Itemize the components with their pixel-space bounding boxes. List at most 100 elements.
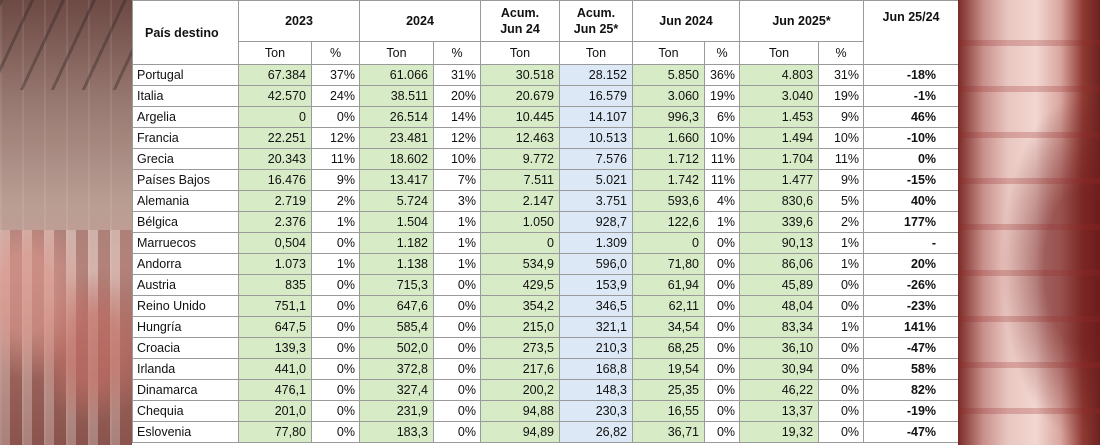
cell-2024-ton: 1.504 bbox=[359, 211, 434, 233]
cell-variation: -26% bbox=[863, 274, 958, 296]
cell-variation: - bbox=[863, 232, 958, 254]
cell-jun2025-ton: 19,32 bbox=[739, 421, 820, 443]
cell-2024-ton: 585,4 bbox=[359, 316, 434, 338]
cell-country: Argelia bbox=[132, 106, 239, 128]
cell-2024-pct: 20% bbox=[433, 85, 481, 107]
cell-acum-jun24: 10.445 bbox=[480, 106, 560, 128]
cell-acum-jun25: 168,8 bbox=[559, 358, 633, 380]
table-row: Reino Unido 751,1 0% 647,6 0% 354,2 346,5 62,11… bbox=[132, 295, 958, 317]
cell-acum-jun24: 200,2 bbox=[480, 379, 560, 401]
cell-2024-pct: 0% bbox=[433, 295, 481, 317]
unit-pct: % bbox=[818, 41, 865, 65]
table-row: Bélgica 2.376 1% 1.504 1% 1.050 928,7 122,6 1% 33… bbox=[132, 211, 958, 233]
cell-jun2024-ton: 0 bbox=[632, 232, 705, 254]
cell-jun2025-pct: 11% bbox=[818, 148, 865, 170]
cell-2024-pct: 14% bbox=[433, 106, 481, 128]
cell-2024-ton: 38.511 bbox=[359, 85, 434, 107]
cell-acum-jun25: 26,82 bbox=[559, 421, 633, 443]
cell-acum-jun24: 30.518 bbox=[480, 64, 560, 86]
cell-jun2024-ton: 25,35 bbox=[632, 379, 705, 401]
cell-jun2025-ton: 339,6 bbox=[739, 211, 820, 233]
cell-2024-pct: 7% bbox=[433, 169, 481, 191]
header-variation: Jun 25/24 bbox=[863, 0, 958, 65]
cell-2024-ton: 18.602 bbox=[359, 148, 434, 170]
unit-ton: Ton bbox=[739, 41, 820, 65]
cell-2023-ton: 0 bbox=[238, 106, 312, 128]
cell-2023-pct: 0% bbox=[311, 106, 360, 128]
cell-2024-pct: 1% bbox=[433, 232, 481, 254]
table-row: Dinamarca 476,1 0% 327,4 0% 200,2 148,3 25,35 0%… bbox=[132, 379, 958, 401]
cell-2024-ton: 502,0 bbox=[359, 337, 434, 359]
cell-jun2025-pct: 9% bbox=[818, 169, 865, 191]
table-row: Croacia 139,3 0% 502,0 0% 273,5 210,3 68,25 0% 36… bbox=[132, 337, 958, 359]
table-row: Portugal 67.384 37% 61.066 31% 30.518 28.152 5.… bbox=[132, 64, 958, 86]
cell-2024-pct: 1% bbox=[433, 211, 481, 233]
cell-variation: 82% bbox=[863, 379, 958, 401]
cell-variation: 58% bbox=[863, 358, 958, 380]
cell-variation: 177% bbox=[863, 211, 958, 233]
cell-jun2024-ton: 34,54 bbox=[632, 316, 705, 338]
cell-jun2024-pct: 0% bbox=[703, 379, 741, 401]
cell-jun2025-ton: 13,37 bbox=[739, 400, 820, 422]
cell-acum-jun25: 210,3 bbox=[559, 337, 633, 359]
cell-2023-ton: 42.570 bbox=[238, 85, 312, 107]
cell-2024-ton: 327,4 bbox=[359, 379, 434, 401]
cell-jun2025-ton: 4.803 bbox=[739, 64, 820, 86]
cell-acum-jun24: 534,9 bbox=[480, 253, 560, 275]
cell-jun2025-ton: 36,10 bbox=[739, 337, 820, 359]
cell-jun2025-pct: 0% bbox=[818, 379, 865, 401]
cell-jun2025-pct: 1% bbox=[818, 253, 865, 275]
cell-2023-pct: 0% bbox=[311, 316, 360, 338]
unit-ton: Ton bbox=[559, 41, 633, 65]
cell-acum-jun24: 429,5 bbox=[480, 274, 560, 296]
cell-2023-pct: 0% bbox=[311, 274, 360, 296]
cell-country: Portugal bbox=[132, 64, 239, 86]
cell-jun2024-pct: 0% bbox=[703, 274, 741, 296]
cell-variation: -47% bbox=[863, 337, 958, 359]
cell-2024-ton: 13.417 bbox=[359, 169, 434, 191]
cell-acum-jun24: 217,6 bbox=[480, 358, 560, 380]
cell-jun2024-ton: 16,55 bbox=[632, 400, 705, 422]
cell-acum-jun25: 928,7 bbox=[559, 211, 633, 233]
cell-country: Reino Unido bbox=[132, 295, 239, 317]
cell-jun2025-pct: 0% bbox=[818, 295, 865, 317]
cell-acum-jun24: 94,88 bbox=[480, 400, 560, 422]
table-row: Grecia 20.343 11% 18.602 10% 9.772 7.576 1.712 1… bbox=[132, 148, 958, 170]
cell-jun2024-ton: 1.742 bbox=[632, 169, 705, 191]
cell-jun2025-pct: 31% bbox=[818, 64, 865, 86]
cell-2023-pct: 24% bbox=[311, 85, 360, 107]
cell-2024-ton: 647,6 bbox=[359, 295, 434, 317]
unit-pct: % bbox=[311, 41, 360, 65]
cell-jun2025-ton: 83,34 bbox=[739, 316, 820, 338]
cell-jun2024-ton: 61,94 bbox=[632, 274, 705, 296]
cell-2023-pct: 0% bbox=[311, 358, 360, 380]
cell-jun2024-pct: 11% bbox=[703, 169, 741, 191]
cell-country: Chequia bbox=[132, 400, 239, 422]
cell-acum-jun25: 1.309 bbox=[559, 232, 633, 254]
cell-acum-jun25: 3.751 bbox=[559, 190, 633, 212]
cell-country: Dinamarca bbox=[132, 379, 239, 401]
cell-variation: 40% bbox=[863, 190, 958, 212]
cell-2024-ton: 5.724 bbox=[359, 190, 434, 212]
cell-variation: -19% bbox=[863, 400, 958, 422]
cell-jun2025-pct: 5% bbox=[818, 190, 865, 212]
cell-jun2025-ton: 30,94 bbox=[739, 358, 820, 380]
cell-country: Hungría bbox=[132, 316, 239, 338]
header-country: País destino bbox=[132, 0, 239, 65]
cell-2023-pct: 1% bbox=[311, 211, 360, 233]
cell-acum-jun24: 273,5 bbox=[480, 337, 560, 359]
cell-jun2024-ton: 122,6 bbox=[632, 211, 705, 233]
cell-country: Alemania bbox=[132, 190, 239, 212]
cell-2024-ton: 1.182 bbox=[359, 232, 434, 254]
cell-2023-ton: 2.719 bbox=[238, 190, 312, 212]
cell-jun2025-pct: 0% bbox=[818, 400, 865, 422]
cell-2023-ton: 139,3 bbox=[238, 337, 312, 359]
cell-2023-pct: 0% bbox=[311, 400, 360, 422]
cell-jun2024-ton: 3.060 bbox=[632, 85, 705, 107]
cell-2023-ton: 835 bbox=[238, 274, 312, 296]
cell-variation: -18% bbox=[863, 64, 958, 86]
cell-country: Italia bbox=[132, 85, 239, 107]
cell-jun2025-pct: 2% bbox=[818, 211, 865, 233]
unit-ton: Ton bbox=[238, 41, 312, 65]
cell-acum-jun24: 215,0 bbox=[480, 316, 560, 338]
